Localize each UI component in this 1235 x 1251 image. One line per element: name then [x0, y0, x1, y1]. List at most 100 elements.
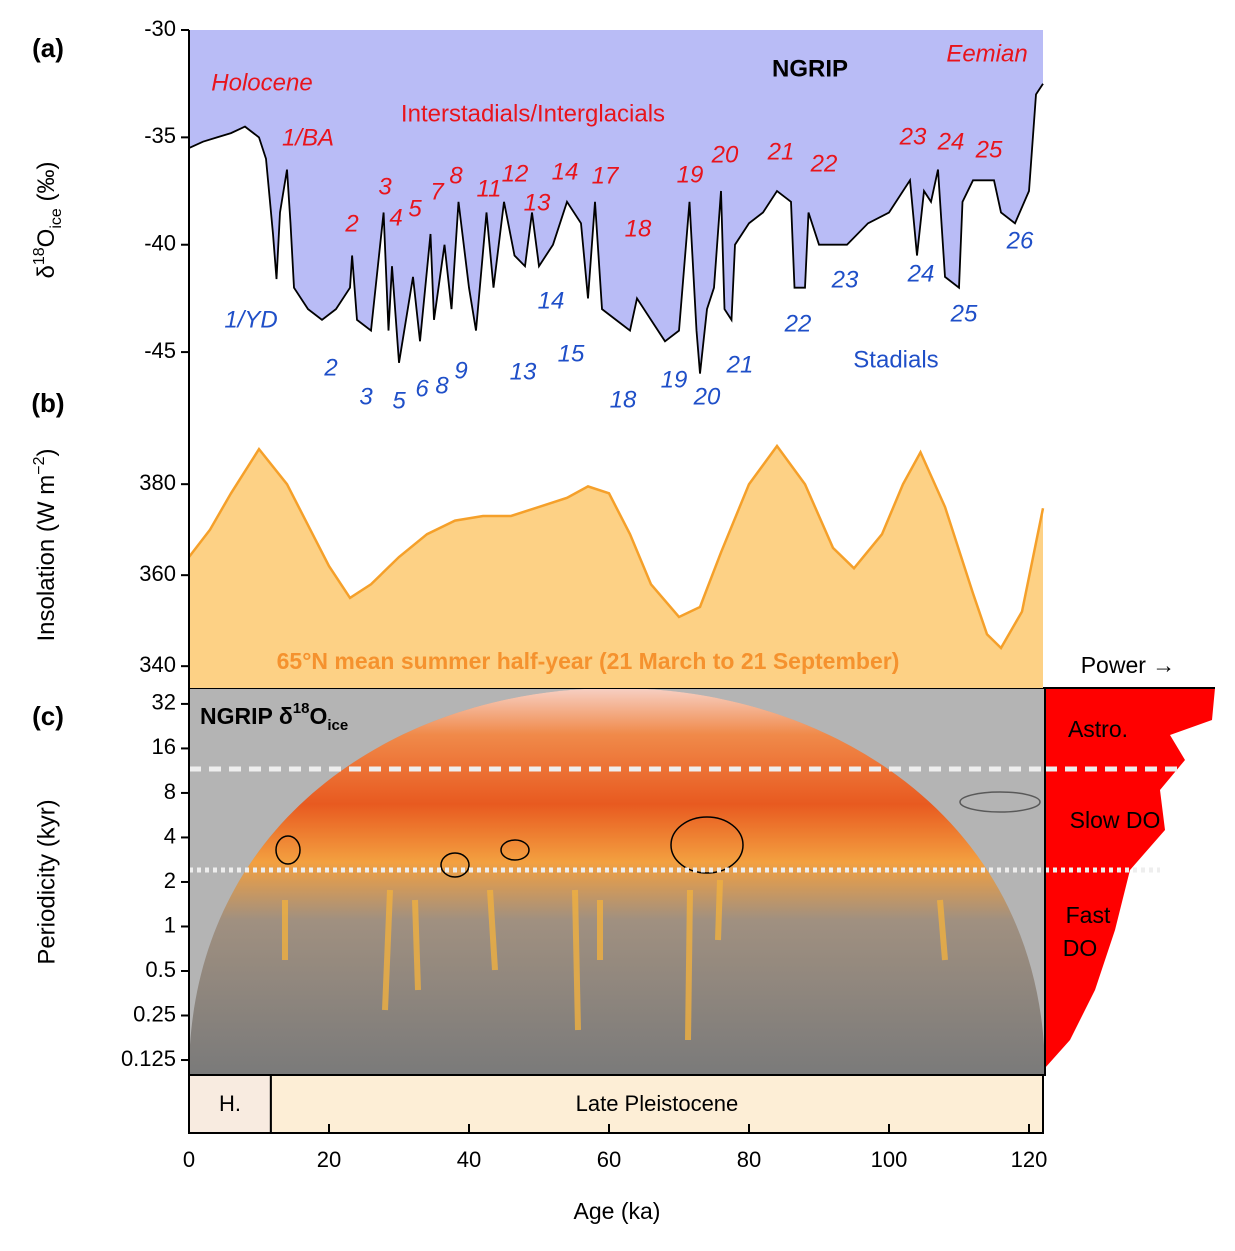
interstadial-label: 2	[344, 210, 358, 237]
epoch-label: Late Pleistocene	[576, 1091, 739, 1116]
panel-label: (b)	[31, 388, 64, 418]
interstadial-label: 17	[592, 162, 620, 189]
interstadial-label: 19	[677, 161, 704, 188]
y-tick-label: 2	[164, 868, 176, 893]
panel-label: (c)	[32, 701, 64, 731]
text-part: 18	[31, 247, 48, 265]
text-part: Insolation (W m	[33, 475, 60, 642]
text-part: (‰)	[33, 162, 60, 209]
interstadial-label: 12	[502, 160, 529, 187]
band-label: DO	[1063, 935, 1098, 961]
band-label: Fast	[1066, 902, 1111, 928]
epoch-bar	[269, 1074, 1044, 1134]
stadial-label: 9	[454, 357, 467, 384]
stadial-label: 5	[392, 387, 406, 414]
interstadial-label: 18	[625, 215, 652, 242]
stadial-label: 13	[510, 358, 537, 385]
band-label: Astro.	[1068, 716, 1128, 742]
interstadial-label: 11	[477, 175, 502, 202]
y-axis-label: Insolation (W m−2)	[31, 449, 61, 642]
x-tick-label: 120	[1011, 1147, 1048, 1172]
interstadial-label: 4	[389, 204, 402, 231]
stadial-label: 23	[831, 266, 859, 293]
text-part: NGRIP δ	[200, 703, 293, 729]
stadial-label: 21	[726, 351, 754, 378]
y-tick-label: 4	[164, 823, 176, 848]
interstadial-label: Holocene	[211, 69, 312, 96]
interstadial-label: 24	[937, 128, 965, 155]
insolation-line	[188, 443, 1045, 651]
y-tick-label: 0.5	[145, 957, 176, 982]
stadial-label: 24	[907, 260, 935, 287]
x-tick-label: 60	[597, 1147, 621, 1172]
power-spectrum	[1045, 688, 1215, 1068]
interstadial-label: 22	[810, 150, 838, 177]
text-part: ice	[327, 717, 348, 734]
insolation-note: 65°N mean summer half-year (21 March to …	[277, 648, 900, 674]
y-tick-label: 8	[164, 779, 176, 804]
text-part: O	[33, 229, 60, 248]
panel-label: (a)	[32, 33, 64, 63]
stadial-label: 14	[538, 287, 565, 314]
y-tick-label: -35	[144, 123, 176, 148]
y-axis-label: δ18Oice (‰)	[31, 162, 65, 279]
stadial-label: 3	[359, 383, 373, 410]
stadial-label: Stadials	[853, 346, 938, 373]
stadial-label: 19	[661, 366, 688, 393]
text-part: δ	[33, 265, 60, 278]
stadial-label: 25	[950, 300, 978, 327]
epoch-bar	[188, 1074, 272, 1134]
stadial-label: 18	[610, 386, 637, 413]
interstadial-label: Interstadials/Interglacials	[401, 100, 665, 127]
interstadial-label: 1/BA	[282, 124, 334, 151]
isotope-line	[188, 83, 1044, 374]
x-tick-label: 80	[737, 1147, 761, 1172]
y-axis-label: Periodicity (kyr)	[33, 799, 60, 964]
y-tick-label: 360	[139, 561, 176, 586]
interstadial-label: 23	[899, 123, 927, 150]
wavelet-spectrum	[189, 688, 1045, 1075]
interstadial-label: 21	[767, 138, 795, 165]
x-tick-label: 0	[183, 1147, 195, 1172]
x-axis-label: Age (ka)	[574, 1198, 661, 1224]
interstadial-label: 13	[524, 189, 551, 216]
y-tick-label: 0.25	[133, 1001, 176, 1026]
stadial-label: 22	[784, 310, 812, 337]
text-part: 18	[293, 700, 310, 717]
text-part: O	[309, 703, 327, 729]
y-tick-label: 32	[152, 690, 176, 715]
text-part: ice	[48, 208, 65, 229]
y-tick-label: 340	[139, 652, 176, 677]
stadial-label: 8	[435, 372, 449, 399]
power-label: Power →	[1081, 652, 1176, 678]
stadial-label: 26	[1006, 227, 1034, 254]
x-tick-label: 40	[457, 1147, 481, 1172]
epoch-label: H.	[219, 1091, 241, 1116]
y-tick-label: 1	[164, 912, 176, 937]
text-part: −2	[31, 456, 48, 474]
stadial-label: 1/YD	[224, 306, 277, 333]
record-label: NGRIP	[772, 55, 848, 82]
interstadial-label: 7	[430, 178, 445, 205]
interstadial-label: Eemian	[946, 40, 1027, 67]
text-part: )	[33, 449, 60, 457]
x-tick-label: 20	[317, 1147, 341, 1172]
x-tick-label: 100	[871, 1147, 908, 1172]
interstadial-label: 20	[711, 141, 739, 168]
y-tick-label: -40	[144, 231, 176, 256]
y-tick-label: 380	[139, 470, 176, 495]
interstadial-label: 25	[975, 136, 1003, 163]
insolation-area	[189, 446, 1043, 688]
interstadial-label: 5	[408, 195, 422, 222]
y-tick-label: -45	[144, 338, 176, 363]
interstadial-label: 3	[378, 173, 392, 200]
interstadial-fill	[189, 30, 1043, 374]
y-tick-label: -30	[144, 16, 176, 41]
stadial-label: 6	[415, 375, 429, 402]
stadial-label: 15	[558, 340, 585, 367]
y-tick-label: 0.125	[121, 1046, 176, 1071]
band-label: Slow DO	[1070, 807, 1161, 833]
wavelet-title: NGRIP δ18Oice	[200, 700, 348, 734]
interstadial-label: 14	[552, 158, 579, 185]
